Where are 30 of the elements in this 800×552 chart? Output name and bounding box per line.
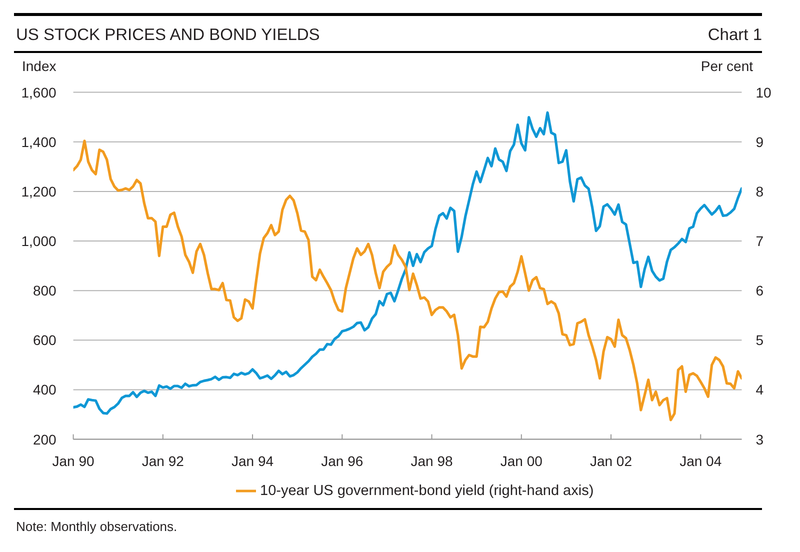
y2-tick-label: 10 bbox=[756, 84, 772, 100]
x-tick-label: Jan 02 bbox=[590, 453, 632, 470]
x-tick-label: Jan 94 bbox=[232, 453, 274, 470]
y-tick-label: 400 bbox=[32, 382, 57, 398]
y-tick-label: 1,400 bbox=[21, 134, 56, 150]
y2-tick-label: 8 bbox=[756, 183, 764, 200]
x-tick-label: Jan 04 bbox=[680, 453, 722, 470]
chart-subtitle: Chart 1 bbox=[708, 25, 762, 46]
y2-tick-label: 3 bbox=[756, 431, 764, 448]
y-tick-label: 1,000 bbox=[21, 232, 56, 249]
y-tick-label: 600 bbox=[32, 332, 57, 348]
chart-title: US STOCK PRICES AND BOND YIELDS bbox=[16, 25, 320, 46]
y-axis-title: Index bbox=[22, 57, 56, 75]
y2-tick-label: 7 bbox=[756, 232, 764, 249]
x-tick-label: Jan 98 bbox=[410, 453, 453, 470]
x-tick-label: Jan 90 bbox=[52, 453, 95, 470]
y-tick-label: 1,200 bbox=[21, 183, 56, 200]
y2-tick-label: 6 bbox=[756, 282, 764, 299]
x-tick-label: Jan 92 bbox=[142, 453, 184, 470]
y2-tick-label: 5 bbox=[756, 332, 764, 348]
y2-tick-label: 4 bbox=[756, 382, 764, 398]
x-tick-label: Jan 00 bbox=[500, 453, 543, 470]
y2-tick-label: 9 bbox=[756, 134, 764, 150]
y-tick-label: 800 bbox=[32, 282, 57, 299]
y-tick-label: 1,600 bbox=[21, 84, 56, 100]
y2-axis-title: Per cent bbox=[700, 57, 753, 75]
text: Note: Monthly observations. bbox=[16, 518, 178, 535]
legend-label: 10-year US government-bond yield (right-hand axis) bbox=[260, 483, 594, 500]
y-tick-label: 200 bbox=[32, 431, 57, 448]
x-tick-label: Jan 96 bbox=[321, 453, 364, 470]
